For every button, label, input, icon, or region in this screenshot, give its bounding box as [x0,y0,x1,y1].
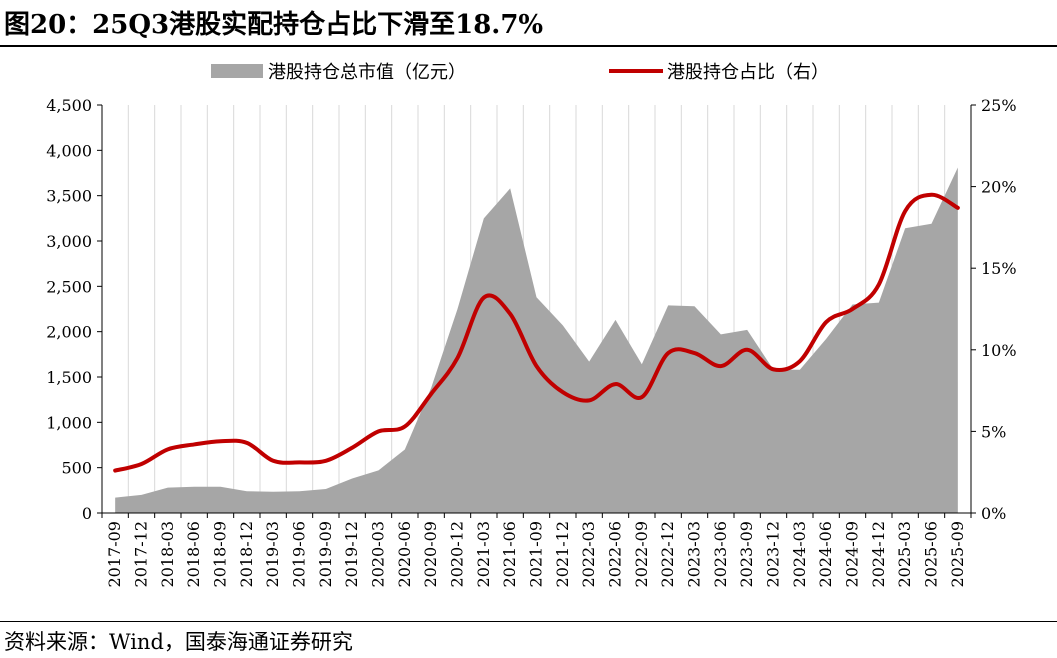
chart: 0 500 1,000 1,500 2,000 2,500 3,000 3,500 4,000 4… [46,62,1017,587]
x-axis-tick-label: 2019-03 [263,521,282,587]
x-axis-tick-label: 2025-09 [948,521,967,587]
title-rule [0,45,1057,47]
x-axis-tick-label: 2019-12 [342,521,361,587]
source-note: 资料来源：Wind，国泰海通证券研究 [4,630,353,654]
source-rule [0,621,1057,622]
x-axis-tick-label: 2021-12 [553,521,572,587]
area-series-layer [115,167,958,513]
x-axis-tick-label: 2018-12 [237,521,256,587]
x-axis-tick-label: 2022-12 [658,521,677,587]
left-axis-tick-label: 1,000 [46,413,92,432]
right-axis-tick-label: 20% [981,178,1017,197]
x-axis-tick-label: 2024-09 [843,521,862,587]
x-axis-tick-label: 2018-03 [158,521,177,587]
x-axis-tick-label: 2020-06 [395,521,414,587]
x-axis-tick-labels: 2017-09 2017-12 2018-03 2018-06 2018-09 2018-… [105,521,967,587]
left-axis-tick-label: 3,000 [46,232,92,251]
x-axis-tick-label: 2018-09 [211,521,230,587]
x-axis-tick-label: 2023-06 [711,521,730,587]
axes [97,104,976,518]
left-axis-tick-labels: 0 500 1,000 1,500 2,000 2,500 3,000 3,500 4,000 4… [46,96,92,523]
line-series-layer [113,192,960,473]
right-axis-tick-label: 15% [981,259,1017,278]
left-axis-tick-label: 3,500 [46,187,92,206]
left-axis-tick-label: 2,000 [46,323,92,342]
x-axis-tick-label: 2021-09 [527,521,546,587]
x-axis-tick-label: 2018-06 [184,521,203,587]
legend: 港股持仓总市值（亿元） 港股持仓占比（右） [211,62,829,83]
x-axis-tick-label: 2019-06 [290,521,309,587]
left-axis-tick-label: 500 [61,459,92,478]
x-axis-tick-label: 2019-09 [316,521,335,587]
x-axis-tick-label: 2021-06 [500,521,519,587]
left-axis-tick-label: 4,500 [46,96,92,115]
x-axis-tick-label: 2024-06 [816,521,835,587]
x-axis-tick-label: 2023-12 [764,521,783,587]
legend-area-label: 港股持仓总市值（亿元） [268,62,466,83]
x-axis-tick-label: 2025-03 [895,521,914,587]
x-axis-tick-label: 2024-12 [869,521,888,587]
x-axis-tick-label: 2017-09 [105,521,124,587]
right-axis-tick-label: 0% [981,504,1006,523]
x-axis-tick-label: 2025-06 [922,521,941,587]
x-axis-tick-label: 2021-03 [474,521,493,587]
x-axis-tick-label: 2017-12 [132,521,151,587]
x-axis-tick-label: 2023-09 [737,521,756,587]
right-axis-tick-label: 5% [981,422,1006,441]
x-axis-tick-label: 2022-09 [632,521,651,587]
x-axis-tick-label: 2022-06 [606,521,625,587]
left-axis-tick-label: 1,500 [46,368,92,387]
x-axis-tick-label: 2022-03 [579,521,598,587]
left-axis-tick-label: 2,500 [46,277,92,296]
figure-title: 图20：25Q3港股实配持仓占比下滑至18.7% [4,10,544,40]
right-axis-tick-label: 10% [981,341,1017,360]
right-axis-tick-labels: 0% 5% 10% 15% 20% 25% [981,96,1017,523]
x-axis-tick-label: 2020-03 [369,521,388,587]
area-series-total-value [115,167,958,513]
x-axis-tick-label: 2024-03 [790,521,809,587]
left-axis-tick-label: 4,000 [46,141,92,160]
left-axis-tick-label: 0 [82,504,92,523]
legend-area-swatch [211,64,263,78]
x-axis-tick-label: 2020-12 [448,521,467,587]
x-axis-tick-label: 2020-09 [421,521,440,587]
x-axis-tick-label: 2023-03 [685,521,704,587]
line-series-holding-ratio [113,192,960,473]
right-axis-tick-label: 25% [981,96,1017,115]
legend-line-label: 港股持仓占比（右） [667,62,829,83]
